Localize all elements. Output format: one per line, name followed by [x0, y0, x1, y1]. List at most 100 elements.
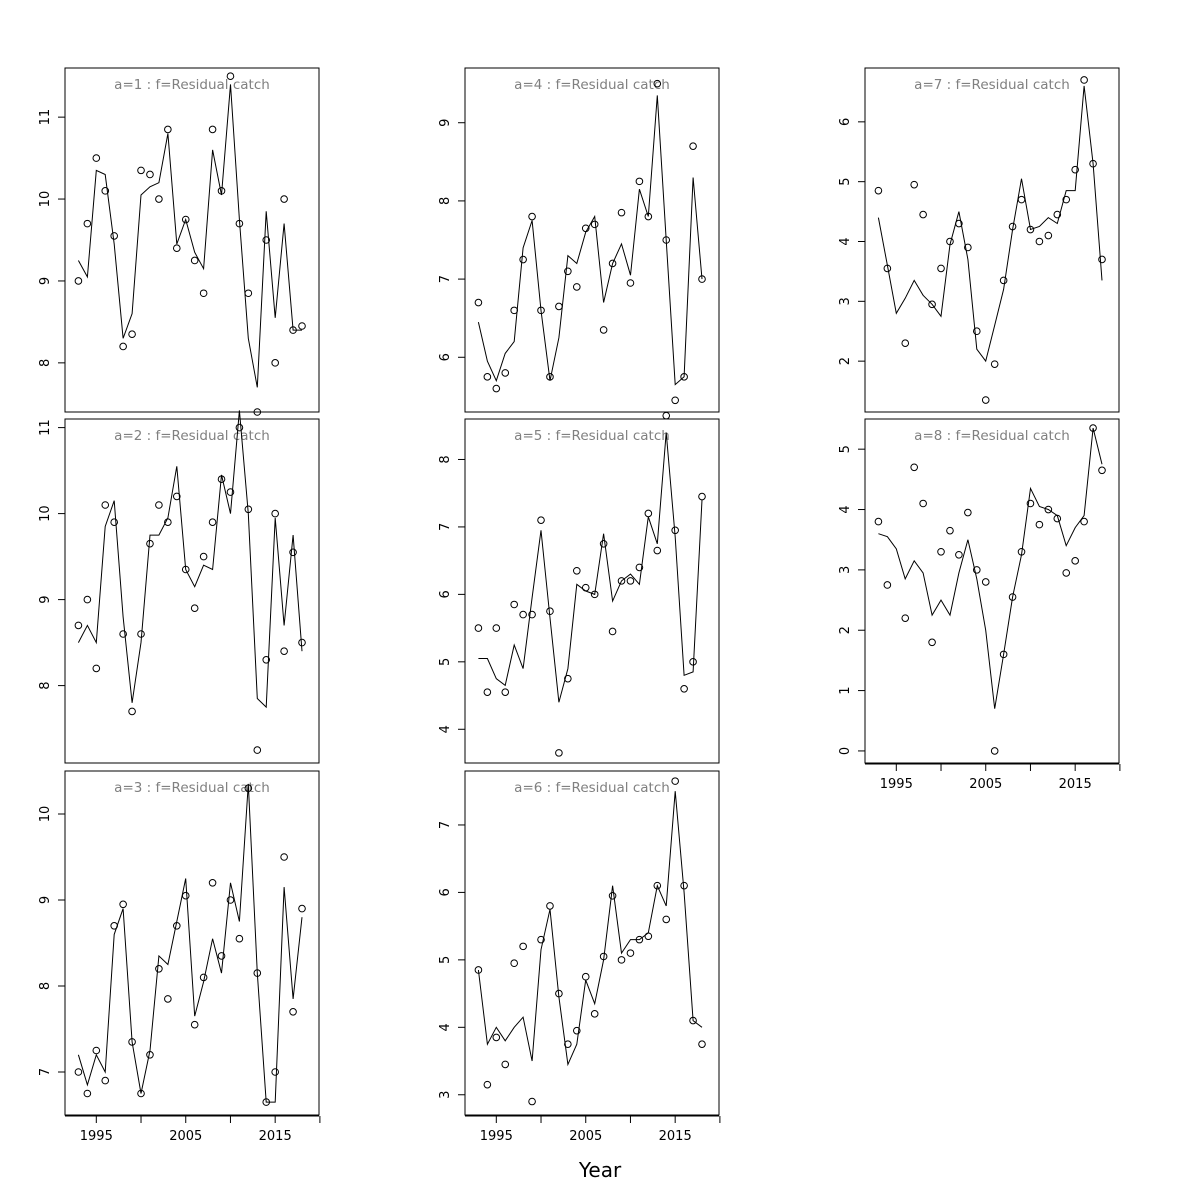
panel-a3: a=3 : f=Residual catch 7 8 9 10 1995 2005 2015 [38, 770, 321, 1144]
panel-frame [64, 67, 320, 413]
observed-point [1017, 547, 1026, 556]
observed-point [217, 187, 226, 195]
y-tick-label: 2 [838, 357, 853, 365]
observed-point [572, 283, 581, 291]
y-tick-label: 8 [38, 982, 53, 990]
observed-point [235, 934, 244, 943]
y-tick-label: 7 [438, 275, 453, 283]
observed-point [644, 509, 653, 518]
y-tick-label: 3 [838, 566, 853, 574]
panel-title: a=6 : f=Residual catch [514, 780, 670, 796]
y-tick-label: 7 [438, 523, 453, 531]
observed-point [110, 922, 118, 930]
y-tick-label: 11 [38, 419, 53, 436]
observed-point [644, 932, 653, 941]
panel-frame [464, 418, 720, 764]
y-tick-label: 6 [438, 590, 453, 598]
observed-point [474, 966, 483, 974]
observed-point [190, 1020, 199, 1029]
y-tick-label: 10 [38, 191, 53, 208]
observed-point [555, 989, 563, 998]
observed-point [262, 1098, 271, 1106]
observed-point [83, 1089, 92, 1098]
observed-point [155, 965, 163, 973]
fitted-line [878, 427, 1103, 709]
observed-point [101, 501, 110, 509]
observed-point [537, 935, 545, 944]
observed-point [999, 276, 1008, 285]
x-tick-label: 2005 [169, 1129, 202, 1144]
y-tick-label: 10 [38, 505, 53, 522]
observed-point [572, 566, 581, 575]
observed-point [937, 264, 945, 273]
observed-point [244, 784, 253, 793]
panel-a4: a=4 : f=Residual catch 6 7 8 9 [438, 67, 720, 413]
observed-point [128, 1038, 136, 1046]
y-tick-label: 9 [38, 595, 53, 603]
observed-point [964, 243, 972, 252]
observed-point [298, 638, 306, 647]
y-tick-label: 10 [38, 806, 53, 823]
x-tick-label: 2005 [969, 777, 1002, 792]
observed-point [910, 463, 918, 472]
observed-point [83, 219, 92, 228]
observed-point [164, 995, 172, 1003]
observed-point [199, 973, 208, 982]
observed-point [510, 306, 518, 315]
observed-point [199, 552, 208, 561]
observed-point [1053, 514, 1062, 523]
observed-point [1071, 165, 1079, 174]
observed-point [1035, 237, 1044, 246]
observed-point [1080, 517, 1088, 526]
observed-point [653, 79, 662, 88]
observed-point [181, 565, 190, 574]
observed-point [190, 604, 199, 613]
observed-point [164, 518, 172, 527]
observed-point [617, 208, 626, 217]
observed-point [110, 232, 118, 240]
observed-point [671, 777, 679, 785]
observed-point [617, 956, 626, 964]
y-tick-label: 4 [438, 725, 453, 733]
panel-frame [64, 418, 320, 764]
observed-point [271, 359, 279, 367]
observed-point [289, 326, 297, 334]
observed-point [946, 526, 954, 535]
x-tick-label: 1995 [880, 777, 913, 792]
observed-point [155, 501, 163, 509]
panel-frame [864, 418, 1120, 764]
observed-point [92, 154, 101, 162]
y-tick-label: 5 [838, 178, 853, 186]
y-tick-label: 8 [438, 197, 453, 205]
observed-point [590, 1010, 599, 1018]
observed-point [698, 275, 706, 283]
observed-point [510, 959, 518, 968]
observed-point [483, 1080, 492, 1089]
observed-point [1053, 210, 1062, 219]
observed-point [546, 902, 554, 910]
panel-title: a=7 : f=Residual catch [914, 77, 1070, 93]
observed-point [253, 969, 262, 977]
fitted-line [77, 84, 302, 388]
panel-title: a=3 : f=Residual catch [114, 780, 270, 796]
y-tick-label: 9 [38, 277, 53, 285]
fitted-line [478, 432, 703, 703]
observed-point [1044, 231, 1053, 240]
fitted-line [877, 85, 1103, 363]
y-tick-label: 4 [438, 1023, 453, 1031]
observed-point [289, 1008, 297, 1016]
observed-point [110, 518, 118, 527]
panel-frame [64, 770, 320, 1116]
observed-point [280, 195, 288, 203]
observed-point [901, 614, 910, 622]
observed-point [662, 236, 671, 244]
y-tick-label: 4 [838, 505, 853, 513]
observed-point [955, 219, 963, 228]
observed-point [635, 563, 644, 572]
observed-point [581, 972, 590, 981]
observed-point [483, 373, 492, 381]
observed-point [546, 607, 554, 616]
y-tick-label: 11 [38, 109, 53, 126]
y-tick-label: 1 [838, 686, 853, 694]
observed-point [919, 210, 927, 219]
